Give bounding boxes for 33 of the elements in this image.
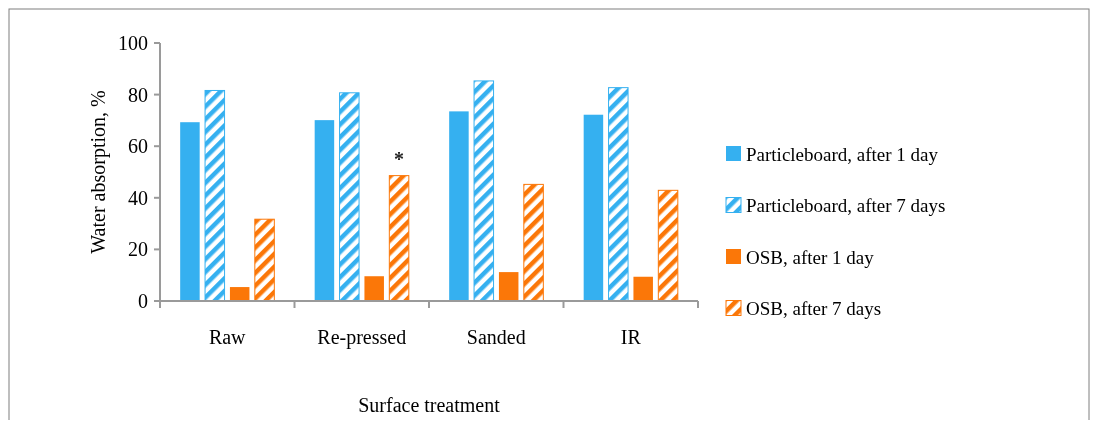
- y-tick-label: 60: [128, 135, 148, 158]
- bar: [314, 120, 335, 301]
- bar: [523, 183, 544, 302]
- y-axis-title: Water absorption, %: [87, 90, 110, 254]
- y-tick-label: 20: [128, 238, 148, 261]
- bar: [364, 276, 384, 301]
- y-tick-label: 0: [138, 290, 148, 312]
- bar: [339, 92, 360, 302]
- annotation: *: [394, 148, 405, 171]
- bar: [608, 87, 629, 302]
- y-tick-label: 100: [118, 32, 148, 54]
- y-tick-label: 40: [128, 186, 148, 209]
- legend-label: OSB, after 1 day: [746, 246, 875, 268]
- bar: [473, 80, 495, 302]
- x-tick-label: Re-pressed: [317, 326, 407, 349]
- x-tick-label: IR: [620, 326, 642, 348]
- bar: [204, 89, 226, 302]
- bar: [657, 189, 679, 302]
- x-tick-label: Raw: [208, 326, 247, 348]
- legend-label: Particleboard, after 1 day: [746, 143, 939, 165]
- bar: [498, 272, 519, 301]
- legend-label: Particleboard, after 7 days: [746, 195, 946, 217]
- x-axis-title: Surface treatment: [358, 394, 501, 416]
- bar: [449, 111, 469, 301]
- y-tick-label: 80: [128, 83, 148, 106]
- bar: [254, 218, 275, 302]
- legend-label: OSB, after 7 days: [746, 298, 882, 320]
- x-tick-label: Sanded: [466, 326, 526, 348]
- bar: [180, 122, 200, 301]
- bar: [388, 175, 410, 302]
- bar: [583, 114, 604, 301]
- bar: [633, 276, 653, 301]
- bar: [229, 287, 250, 301]
